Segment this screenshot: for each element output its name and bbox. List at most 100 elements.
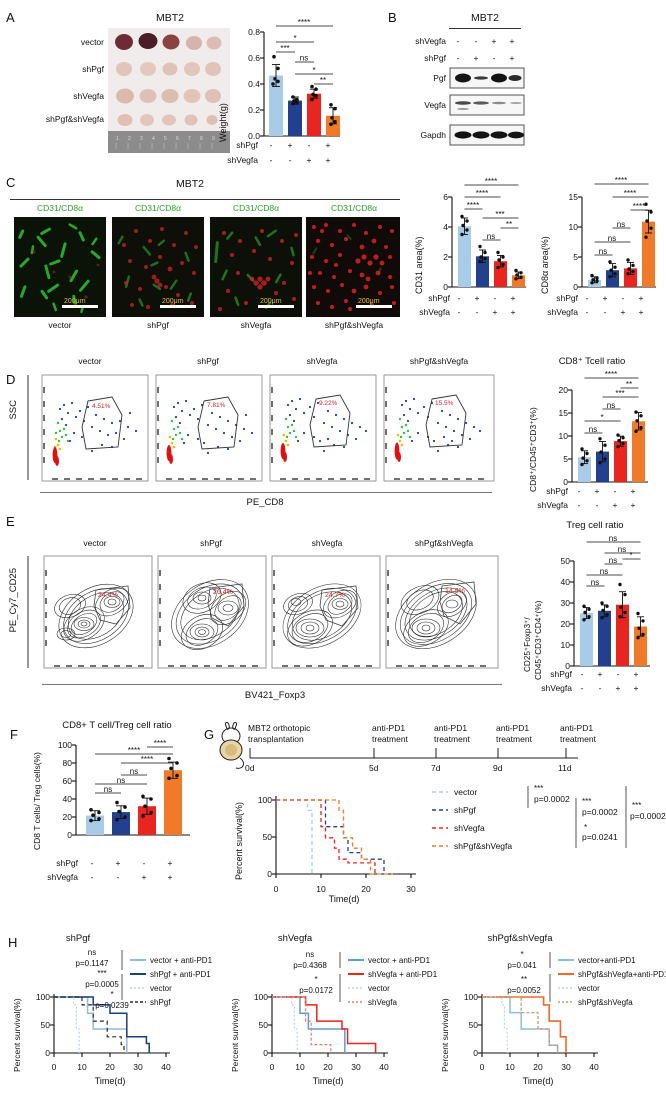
panel-g-tick-2: 7d — [431, 763, 441, 773]
panel-d-sign-1-3: + — [630, 500, 636, 510]
panel-c-sign-r-0-2: - — [621, 293, 625, 303]
panel-f-rowhead-shpgf: shPgf — [56, 858, 78, 868]
panel-e-ylabel: PE_Cy7_CD25 — [8, 568, 19, 635]
svg-text:0: 0 — [267, 869, 272, 879]
svg-text:0: 0 — [565, 661, 570, 671]
panel-g-survival-chart: Percent survival(%) 0 50 100 0 10 20 30 … — [232, 778, 666, 904]
svg-text:p=0.0005: p=0.0005 — [85, 980, 119, 989]
panel-c-sign-l-1-1: - — [475, 307, 479, 317]
panel-e-flowplot-1: 26.4% — [157, 555, 267, 669]
panel-d-flowplot-1: 7.81% — [155, 374, 263, 482]
svg-text:p=0.0239: p=0.0239 — [95, 1001, 129, 1010]
panel-g-tl-3-l2: treatment — [496, 734, 532, 744]
panel-b-blot-label-pgf: Pgf — [433, 73, 446, 83]
svg-text:*: * — [314, 975, 317, 984]
svg-text:0: 0 — [473, 1048, 478, 1058]
panel-d-flowplot-3: 15.5% — [383, 374, 495, 482]
panel-b-sign-1-2: - — [492, 53, 496, 63]
svg-text:ns: ns — [599, 247, 607, 256]
panel-e-gate-1: 26.4% — [213, 589, 233, 596]
panel-a-sign-1-1: - — [288, 155, 292, 165]
mouse-icon — [218, 720, 248, 772]
panel-e-rowhead-shvegfa: shVegfa — [541, 683, 572, 693]
panel-c-sign-r-1-2: + — [620, 307, 626, 317]
svg-text:***: *** — [615, 389, 624, 398]
svg-text:10: 10 — [559, 431, 569, 441]
panel-f-rowhead-shvegfa: shVegfa — [47, 872, 78, 882]
svg-text:20: 20 — [105, 1062, 115, 1072]
panel-a-sign-1-0: - — [269, 155, 273, 165]
panel-e-flowplot-0: 24.4% — [43, 555, 153, 669]
panel-c-sign-l-1-2: + — [492, 307, 498, 317]
svg-text:4: 4 — [152, 136, 155, 142]
panel-c-label-text-2: CD31/CD8α — [232, 203, 279, 213]
panel-a-sign-0-1: + — [287, 140, 293, 150]
panel-e-rowhead-shpgf: shPgf — [550, 669, 572, 679]
svg-text:5: 5 — [573, 252, 578, 262]
panel-b-letter: B — [388, 10, 397, 25]
panel-e-flowplot-3: 14.9% — [385, 555, 499, 669]
panel-h-title-0: shPgf — [65, 933, 91, 944]
svg-text:ns: ns — [117, 776, 125, 785]
svg-text:**: ** — [506, 220, 512, 229]
svg-text:****: **** — [624, 189, 636, 198]
svg-text:0.8: 0.8 — [248, 27, 260, 37]
panel-a-sign-1-3: + — [325, 155, 331, 165]
svg-text:***: *** — [582, 797, 591, 806]
panel-h-chart-0: Percent survival(%) 0 50 100 0 10 20 30 … — [10, 944, 222, 1099]
svg-text:0: 0 — [52, 1062, 57, 1072]
svg-text:10: 10 — [505, 1062, 515, 1072]
svg-text:30: 30 — [406, 884, 416, 894]
svg-text:9: 9 — [212, 136, 215, 142]
svg-text:*: * — [600, 413, 603, 422]
panel-e-sign-0-1: + — [597, 669, 603, 679]
svg-text:p=0.4368: p=0.4368 — [293, 961, 327, 970]
panel-g-tick-1: 5d — [369, 763, 379, 773]
panel-c-title-rule — [10, 199, 400, 201]
panel-g-tick-4: 11d — [558, 763, 572, 773]
panel-e-flowplot-2: 24.7% — [271, 555, 381, 669]
panel-g-tick-3: 9d — [493, 763, 503, 773]
svg-text:30: 30 — [351, 1062, 361, 1072]
panel-d-sign-1-0: - — [577, 500, 581, 510]
panel-g-tl-0-l2: transplantation — [248, 734, 304, 744]
panel-f-sign-1-1: - — [116, 872, 120, 882]
panel-d-rowhead-shpgf: shPgf — [546, 486, 568, 496]
panel-c-scalebar-1: 200μm — [162, 298, 184, 305]
svg-text:5: 5 — [164, 136, 167, 142]
panel-b-sign-0-1: - — [474, 36, 478, 46]
panel-c-sign-r-0-0: - — [585, 293, 589, 303]
svg-text:****: **** — [485, 177, 497, 186]
svg-text:*: * — [293, 34, 296, 43]
panel-c-image-label-3: CD31/CD8α — [306, 203, 402, 213]
panel-e-sign-1-0: - — [580, 683, 584, 693]
panel-c-caption-3: shPgf&shVegfa — [324, 320, 384, 330]
svg-text:ns: ns — [104, 785, 112, 794]
svg-text:Time(d): Time(d) — [329, 894, 360, 904]
svg-text:ns: ns — [618, 545, 626, 554]
panel-c-scalebar-0: 200μm — [64, 298, 86, 305]
panel-c-sign-r-1-0: - — [585, 307, 589, 317]
panel-f-sign-0-3: + — [167, 858, 173, 868]
panel-c-scalebar-3: 200μm — [358, 298, 380, 305]
svg-text:20: 20 — [323, 1062, 333, 1072]
panel-e-xaxis-rule — [42, 684, 502, 686]
panel-a-rowhead-shpgf: shPgf — [236, 140, 258, 150]
svg-text:0: 0 — [270, 1062, 275, 1072]
panel-g-tl-0-l1: MBT2 orthotopic — [248, 723, 311, 733]
svg-text:0: 0 — [274, 884, 279, 894]
panel-e-xlabel: BV421_Foxp3 — [244, 690, 306, 701]
panel-a-row-label-2: shVegfa — [73, 91, 104, 101]
svg-text:0: 0 — [480, 1062, 485, 1072]
svg-text:2: 2 — [128, 136, 131, 142]
svg-text:100: 100 — [36, 992, 50, 1002]
panel-d-xlabel: PE_CD8 — [246, 497, 284, 508]
panel-e-sign-1-1: - — [598, 683, 602, 693]
panel-f-barchart: CD8 T cells/ Treg cells(%) 0 20 40 60 80… — [30, 732, 200, 854]
svg-text:0: 0 — [263, 1048, 268, 1058]
panel-c-caption-0: vector — [48, 320, 72, 330]
svg-text:****: **** — [154, 739, 166, 748]
panel-c-letter: C — [6, 175, 16, 190]
panel-h-title-2: shPgf&shVegfa — [487, 933, 553, 944]
svg-text:***: *** — [495, 210, 504, 219]
